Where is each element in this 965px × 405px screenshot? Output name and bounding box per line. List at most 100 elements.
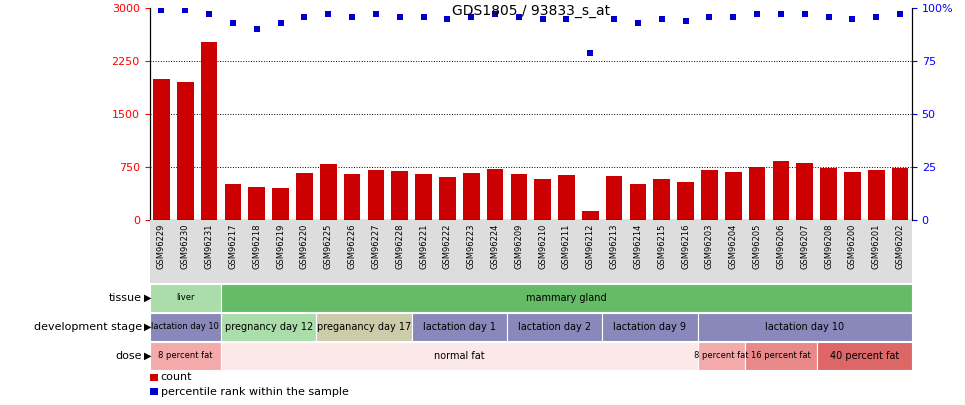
Bar (177, 82, 194, 220)
Text: GSM96225: GSM96225 (323, 224, 333, 269)
Point (583, 49, 598, 56)
Text: 40 percent fat: 40 percent fat (830, 351, 899, 361)
Text: GSM96208: GSM96208 (824, 224, 833, 269)
Text: GSM96226: GSM96226 (347, 224, 357, 269)
Text: GSM96220: GSM96220 (300, 224, 309, 269)
Text: lactation day 9: lactation day 9 (614, 322, 686, 332)
Bar (150, 313, 221, 341)
Bar (629, 183, 647, 220)
Text: lactation day 2: lactation day 2 (518, 322, 592, 332)
Point (821, 13, 837, 20)
Text: GSM96205: GSM96205 (753, 224, 761, 269)
Point (463, 13, 479, 20)
Point (153, 7, 169, 13)
Point (511, 13, 527, 20)
Bar (702, 170, 718, 220)
Text: GSM96224: GSM96224 (490, 224, 500, 269)
Bar (150, 284, 221, 312)
Text: count: count (160, 373, 192, 382)
Text: percentile rank within the sample: percentile rank within the sample (160, 387, 348, 396)
Point (559, 15, 574, 22)
Text: GSM96231: GSM96231 (205, 224, 213, 269)
Text: GSM96210: GSM96210 (538, 224, 547, 269)
Text: GSM96219: GSM96219 (276, 224, 285, 269)
Bar (201, 42, 217, 220)
Text: 8 percent fat: 8 percent fat (158, 352, 212, 360)
Point (702, 13, 717, 20)
Text: GSM96228: GSM96228 (396, 224, 404, 269)
Point (893, 11, 908, 18)
Point (202, 11, 217, 18)
Text: 8 percent fat: 8 percent fat (694, 352, 749, 360)
Bar (602, 313, 698, 341)
Bar (535, 179, 551, 220)
Text: GSM96203: GSM96203 (704, 224, 714, 269)
Point (797, 11, 813, 18)
Text: GSM96215: GSM96215 (657, 224, 666, 269)
Point (392, 13, 407, 20)
Bar (412, 313, 507, 341)
Point (630, 20, 646, 26)
Point (416, 13, 431, 20)
Bar (463, 173, 480, 220)
Bar (749, 167, 765, 220)
Bar (344, 174, 360, 220)
Text: GSM96221: GSM96221 (419, 224, 428, 269)
Text: GSM96201: GSM96201 (871, 224, 881, 269)
Text: dose: dose (116, 351, 142, 361)
Bar (248, 187, 265, 220)
Point (320, 11, 336, 18)
Point (750, 11, 765, 18)
Bar (816, 342, 912, 370)
Text: GSM96202: GSM96202 (896, 224, 904, 269)
Bar (606, 176, 622, 220)
Text: GSM96200: GSM96200 (848, 224, 857, 269)
Bar (507, 313, 602, 341)
Text: GSM96214: GSM96214 (633, 224, 643, 269)
Text: ▶: ▶ (144, 293, 152, 303)
Bar (653, 179, 670, 220)
Bar (773, 160, 789, 220)
Text: GSM96229: GSM96229 (157, 224, 166, 269)
Text: GSM96211: GSM96211 (562, 224, 571, 269)
Text: GSM96209: GSM96209 (514, 224, 523, 269)
Point (345, 13, 360, 20)
Point (225, 20, 240, 26)
Bar (221, 342, 698, 370)
Bar (510, 174, 527, 220)
Text: liver: liver (176, 293, 195, 302)
Text: lactation day 10: lactation day 10 (152, 322, 219, 331)
Bar (225, 183, 241, 220)
Bar (892, 168, 908, 220)
Bar (745, 342, 816, 370)
Point (273, 20, 289, 26)
Text: mammary gland: mammary gland (526, 293, 607, 303)
Bar (368, 170, 384, 220)
Bar (558, 175, 575, 220)
Bar (844, 171, 861, 220)
Point (440, 15, 455, 22)
Bar (150, 342, 221, 370)
Text: ▶: ▶ (144, 351, 152, 361)
Text: tissue: tissue (109, 293, 142, 303)
Bar (317, 313, 412, 341)
Text: GSM96218: GSM96218 (252, 224, 262, 269)
Bar (392, 171, 408, 220)
Text: GSM96223: GSM96223 (467, 224, 476, 269)
Bar (582, 211, 598, 220)
Bar (698, 342, 745, 370)
Text: GSM96204: GSM96204 (729, 224, 738, 269)
Text: GDS1805 / 93833_s_at: GDS1805 / 93833_s_at (452, 4, 610, 18)
Text: GSM96212: GSM96212 (586, 224, 594, 269)
Point (868, 13, 884, 20)
Text: GSM96227: GSM96227 (372, 224, 380, 269)
Point (677, 17, 693, 24)
Bar (868, 170, 885, 220)
Point (296, 13, 312, 20)
Text: GSM96217: GSM96217 (229, 224, 237, 269)
Text: development stage: development stage (34, 322, 142, 332)
Bar (486, 169, 504, 220)
Point (178, 7, 193, 13)
Bar (698, 313, 912, 341)
Point (249, 26, 264, 32)
